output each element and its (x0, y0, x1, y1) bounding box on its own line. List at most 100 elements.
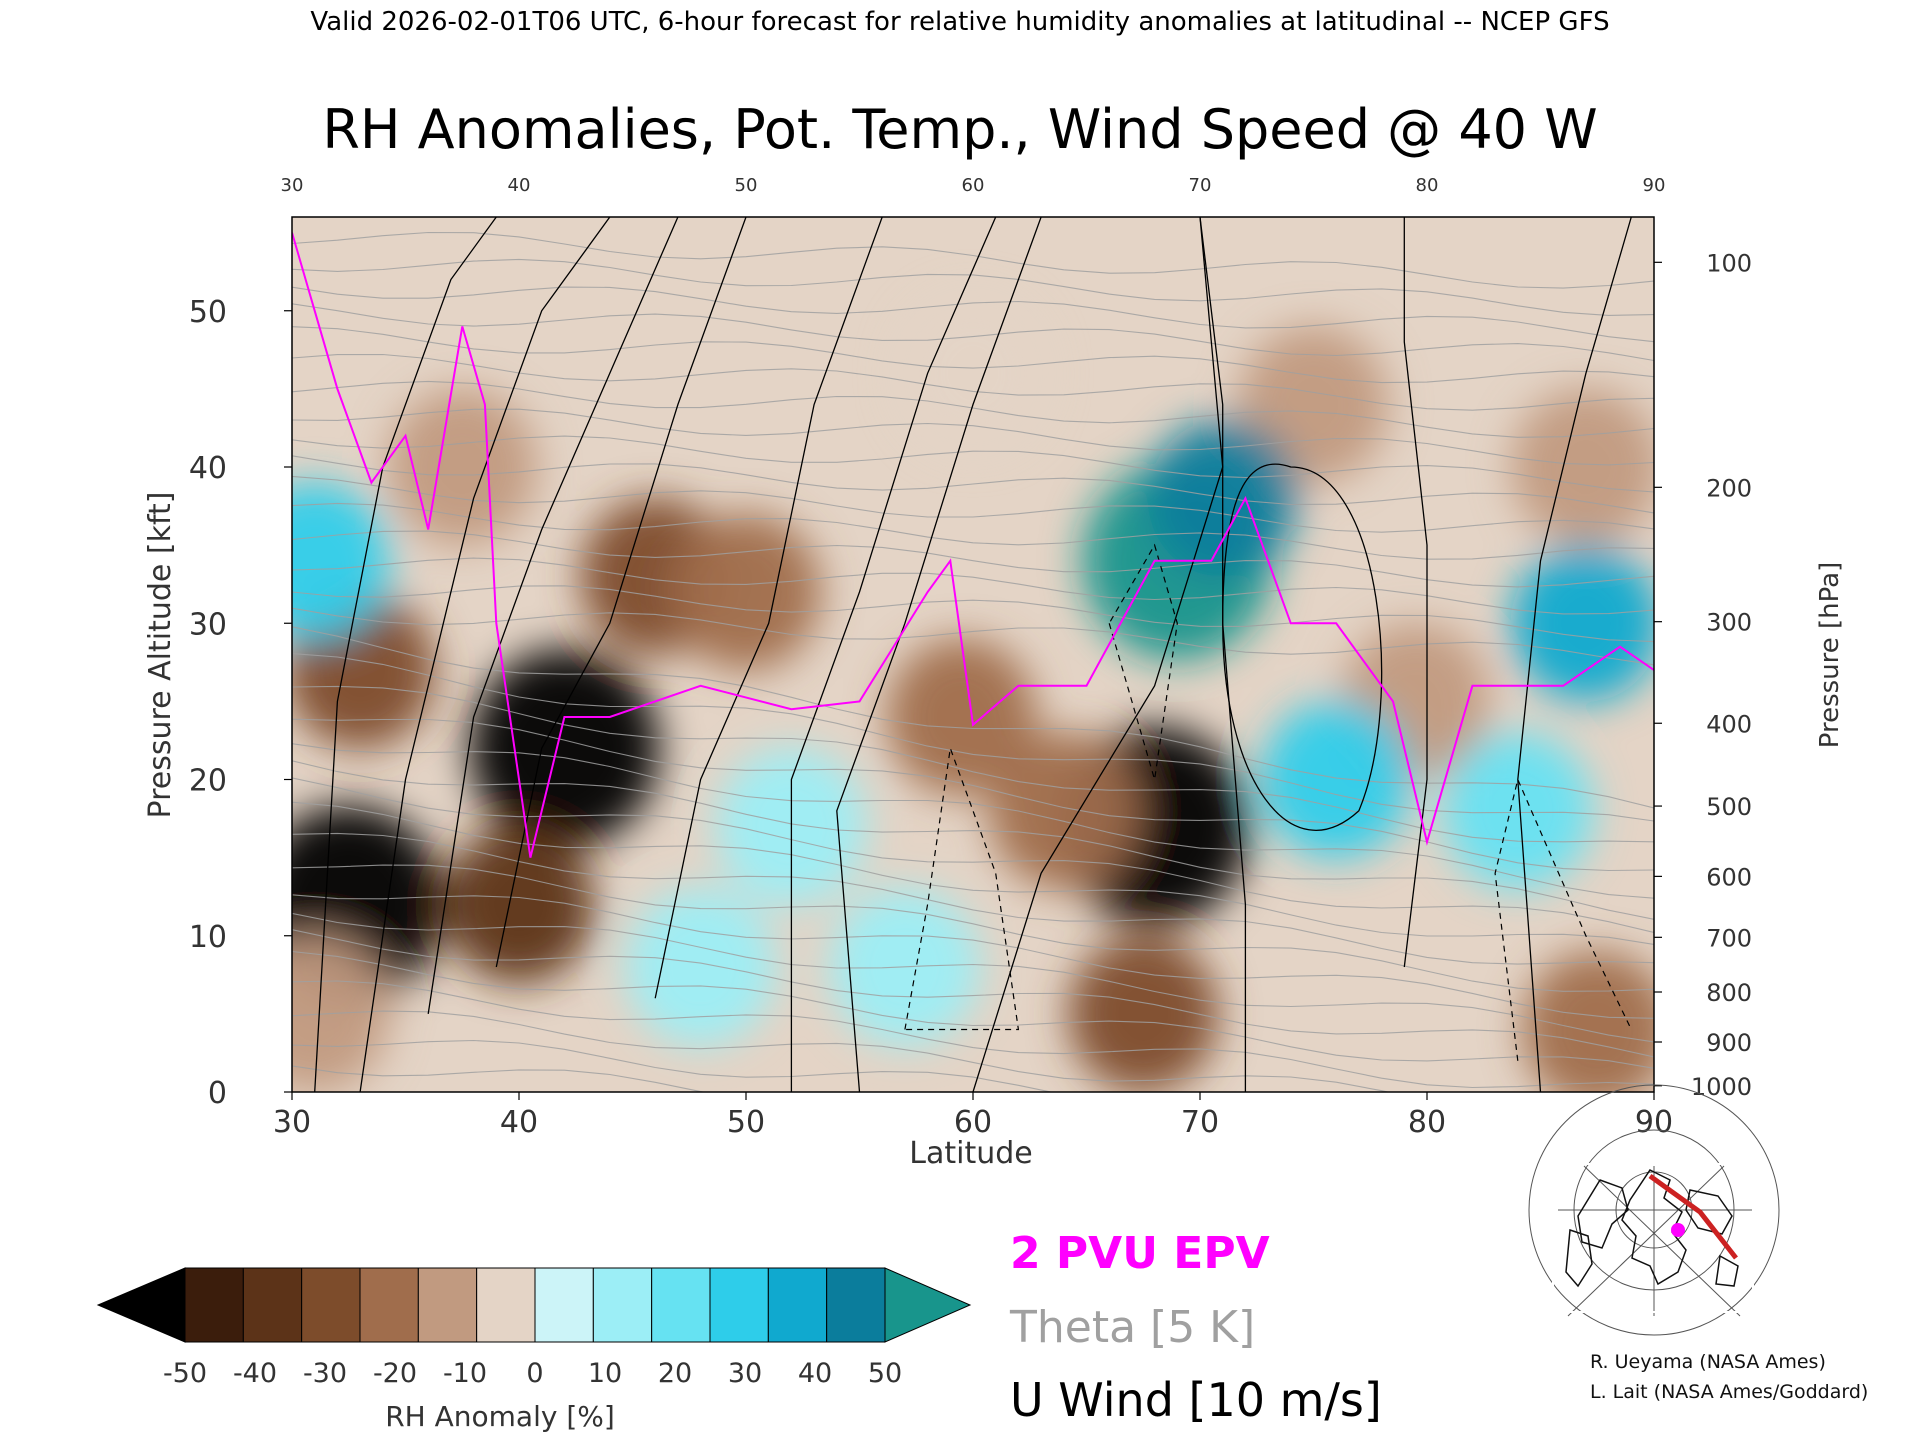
rh-anomaly-cell (1510, 388, 1654, 546)
x-tick-label: 50 (727, 1105, 765, 1140)
rh-anomaly-cell (625, 888, 776, 1046)
colorbar-tick-label: 0 (526, 1358, 543, 1389)
theta-contour-line (292, 801, 1654, 945)
colorbar-tick-label: 10 (588, 1358, 622, 1389)
colorbar-min-arrow (96, 1267, 186, 1343)
colorbar-swatch (417, 1267, 478, 1343)
top-x-tick-label: 50 (735, 175, 758, 196)
rh-anomaly-cell (469, 648, 660, 848)
x-tick-label: 90 (1635, 1105, 1673, 1140)
rh-anomaly-cell (1510, 544, 1654, 702)
colorbar-tick-label: -50 (163, 1358, 207, 1389)
colorbar-swatch (709, 1267, 769, 1343)
rh-anomaly-cell (387, 388, 538, 546)
x-axis-label: Latitude (909, 1136, 1032, 1171)
theta-contour-line (292, 929, 1654, 1058)
colorbar-swatch (651, 1267, 711, 1343)
colorbar-tick-label: 30 (728, 1358, 762, 1389)
pressure-tick-label: 100 (1706, 249, 1752, 277)
rh-anomaly-cell (292, 482, 390, 640)
colorbar-tick-label: -30 (303, 1358, 347, 1389)
u-wind-easterly-contour (1494, 777, 1632, 1061)
theta-contour-line (292, 894, 1654, 1019)
colorbar-tick-label: -10 (443, 1358, 487, 1389)
colorbar-swatch (184, 1267, 244, 1343)
top-x-tick-label: 80 (1416, 175, 1439, 196)
y-tick-label: 30 (189, 607, 227, 642)
theta-contour-line (292, 435, 1654, 493)
locator-map (1528, 1084, 1780, 1336)
colorbar-swatch (476, 1267, 536, 1343)
theta-contour-line (292, 1010, 1391, 1092)
legend-uwind: U Wind [10 m/s] (1010, 1373, 1382, 1427)
theta-contour-line (292, 1039, 1054, 1092)
pressure-tick-label: 500 (1706, 793, 1752, 821)
u-wind-contour-line (836, 217, 1042, 1092)
epv-2pvu-line (292, 232, 1654, 858)
colorbar-swatch (592, 1267, 653, 1343)
rh-anomaly-cell (1068, 935, 1219, 1092)
contour-legend: 2 PVU EPV Theta [5 K] U Wind [10 m/s] (1009, 1228, 1382, 1427)
theta-contour-line (292, 258, 1654, 316)
top-x-tick-label: 90 (1643, 175, 1666, 196)
plot-area (291, 216, 1655, 1093)
colorbar-tick-label: -20 (373, 1358, 417, 1389)
theta-contour-line (292, 685, 1654, 843)
credit-line-1: R. Ueyama (NASA Ames) (1590, 1351, 1826, 1373)
pressure-tick-label: 400 (1706, 710, 1752, 738)
theta-contour-line (292, 455, 1654, 514)
u-wind-jet-contour (1222, 463, 1383, 831)
u-wind-contour-line (790, 217, 997, 1092)
pressure-tick-label: 200 (1706, 474, 1752, 502)
u-wind-contour-line (359, 217, 611, 1092)
cross-section-track (1648, 1173, 1738, 1260)
x-tick-label: 80 (1408, 1105, 1446, 1140)
map-coastlines (1565, 1169, 1739, 1288)
rh-anomaly-cell (671, 513, 821, 671)
y-tick-label: 50 (189, 295, 227, 330)
theta-contour-line (292, 743, 1654, 899)
theta-contour-line (292, 777, 1654, 934)
y-tick-label: 20 (189, 764, 227, 799)
colorbar-swatch (242, 1267, 303, 1343)
top-x-tick-label: 30 (281, 175, 304, 196)
u-wind-contour-line (1403, 217, 1428, 968)
colorbar-swatch (826, 1267, 886, 1343)
u-wind-contour-line (1517, 217, 1632, 1092)
rh-anomaly-cell (1442, 732, 1593, 890)
theta-contour-line (292, 231, 1654, 289)
colorbar-tick-label: 40 (798, 1358, 832, 1389)
theta-contour-line (292, 326, 1654, 384)
u-wind-easterly-contour (904, 748, 1020, 1031)
x-tick-label: 70 (1181, 1105, 1219, 1140)
theta-contour-line (292, 408, 1654, 466)
theta-contour-line (292, 912, 1654, 1043)
theta-contour-line (292, 864, 1654, 992)
theta-contour-line (292, 303, 1654, 362)
colorbar-swatch (767, 1267, 828, 1343)
y-tick-label: 0 (208, 1076, 227, 1111)
y-tick-label: 40 (189, 451, 227, 486)
pressure-tick-label: 1000 (1691, 1073, 1752, 1101)
pressure-tick-label: 600 (1706, 863, 1752, 891)
theta-contour-line (292, 1065, 706, 1092)
y-tick-label: 10 (189, 920, 227, 955)
rh-anomaly-cell (1261, 700, 1412, 859)
top-x-tick-label: 70 (1189, 175, 1212, 196)
pressure-tick-label: 800 (1706, 979, 1752, 1007)
u-wind-contour-line (654, 217, 883, 999)
theta-contour-line (292, 380, 1654, 438)
rh-anomaly-cell (898, 294, 1048, 452)
top-x-tick-label: 40 (508, 175, 531, 196)
u-wind-contour-line (427, 217, 679, 1014)
credit-line-2: L. Lait (NASA Ames/Goddard) (1590, 1381, 1868, 1403)
x-tick-label: 40 (500, 1105, 538, 1140)
u-wind-contour-line (972, 217, 1224, 1092)
colorbar: -50 -40 -30 -20 -10 0 10 20 30 40 50 (96, 1267, 972, 1389)
colorbar-tick-label: -40 (233, 1358, 277, 1389)
y2-axis-label: Pressure [hPa] (1815, 562, 1845, 749)
valid-time-header: Valid 2026-02-01T06 UTC, 6-hour forecast… (310, 7, 1609, 37)
theta-contour-line (292, 475, 1654, 533)
legend-epv: 2 PVU EPV (1010, 1228, 1270, 1279)
